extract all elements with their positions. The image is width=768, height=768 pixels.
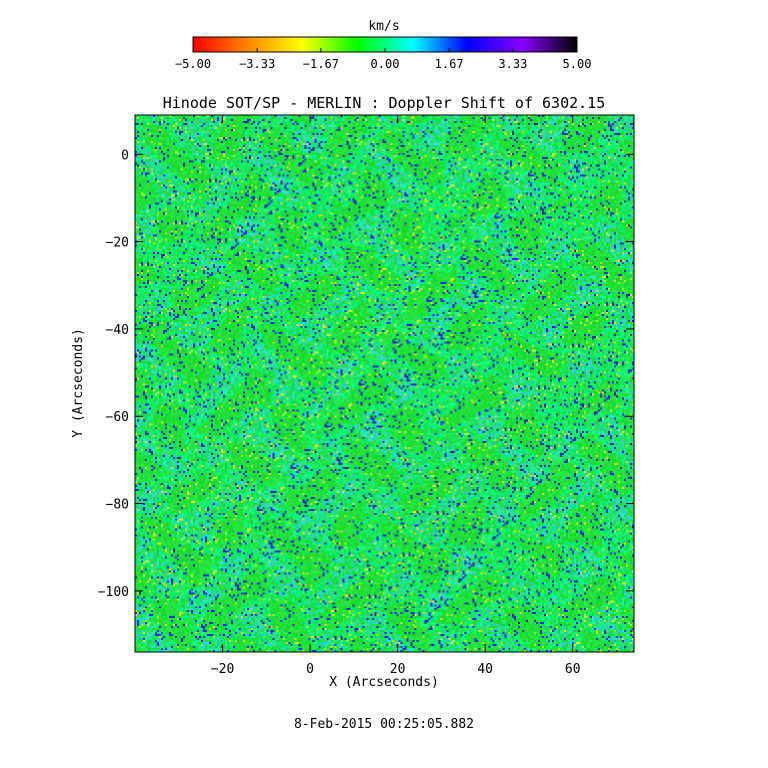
x-tick-label: 60 [565, 662, 581, 677]
x-axis-label: X (Arcseconds) [329, 675, 439, 690]
x-tick-label: 20 [390, 662, 406, 677]
x-axis-ticks: −20 0 20 40 60 [211, 115, 581, 677]
x-tick-label: −20 [211, 662, 234, 677]
colorbar-tick-label: −1.67 [303, 57, 339, 71]
y-tick-label: −100 [98, 585, 129, 600]
colorbar: km/s −5.00 −3.33 −1.67 0.00 1.67 3.33 5.00 [175, 19, 592, 71]
y-tick-label: −80 [106, 498, 129, 513]
colorbar-tick-label: −5.00 [175, 57, 211, 71]
chart-title: Hinode SOT/SP - MERLIN : Doppler Shift o… [163, 94, 606, 112]
colorbar-tick-label: 3.33 [498, 57, 527, 71]
plot-frame [134, 114, 635, 653]
colorbar-tick-label: 1.67 [435, 57, 464, 71]
colorbar-tick-label: −3.33 [239, 57, 275, 71]
y-tick-label: 0 [121, 148, 129, 163]
colorbar-label: km/s [368, 19, 399, 34]
y-tick-label: −40 [106, 323, 129, 338]
y-tick-label: −60 [106, 410, 129, 425]
plot-area: −20 0 20 40 60 0 −20 −40 −60 −80 −100 [98, 114, 635, 677]
y-tick-label: −20 [106, 236, 129, 251]
timestamp: 8-Feb-2015 00:25:05.882 [294, 717, 474, 732]
colorbar-tick-label: 5.00 [563, 57, 592, 71]
x-tick-label: 40 [477, 662, 493, 677]
x-tick-label: 0 [306, 662, 314, 677]
y-axis-ticks: 0 −20 −40 −60 −80 −100 [98, 148, 634, 600]
doppler-heatmap [135, 115, 634, 652]
colorbar-tick-label: 0.00 [371, 57, 400, 71]
colorbar-ticks: −5.00 −3.33 −1.67 0.00 1.67 3.33 5.00 [175, 48, 592, 71]
y-axis-label: Y (Arcseconds) [71, 328, 86, 438]
